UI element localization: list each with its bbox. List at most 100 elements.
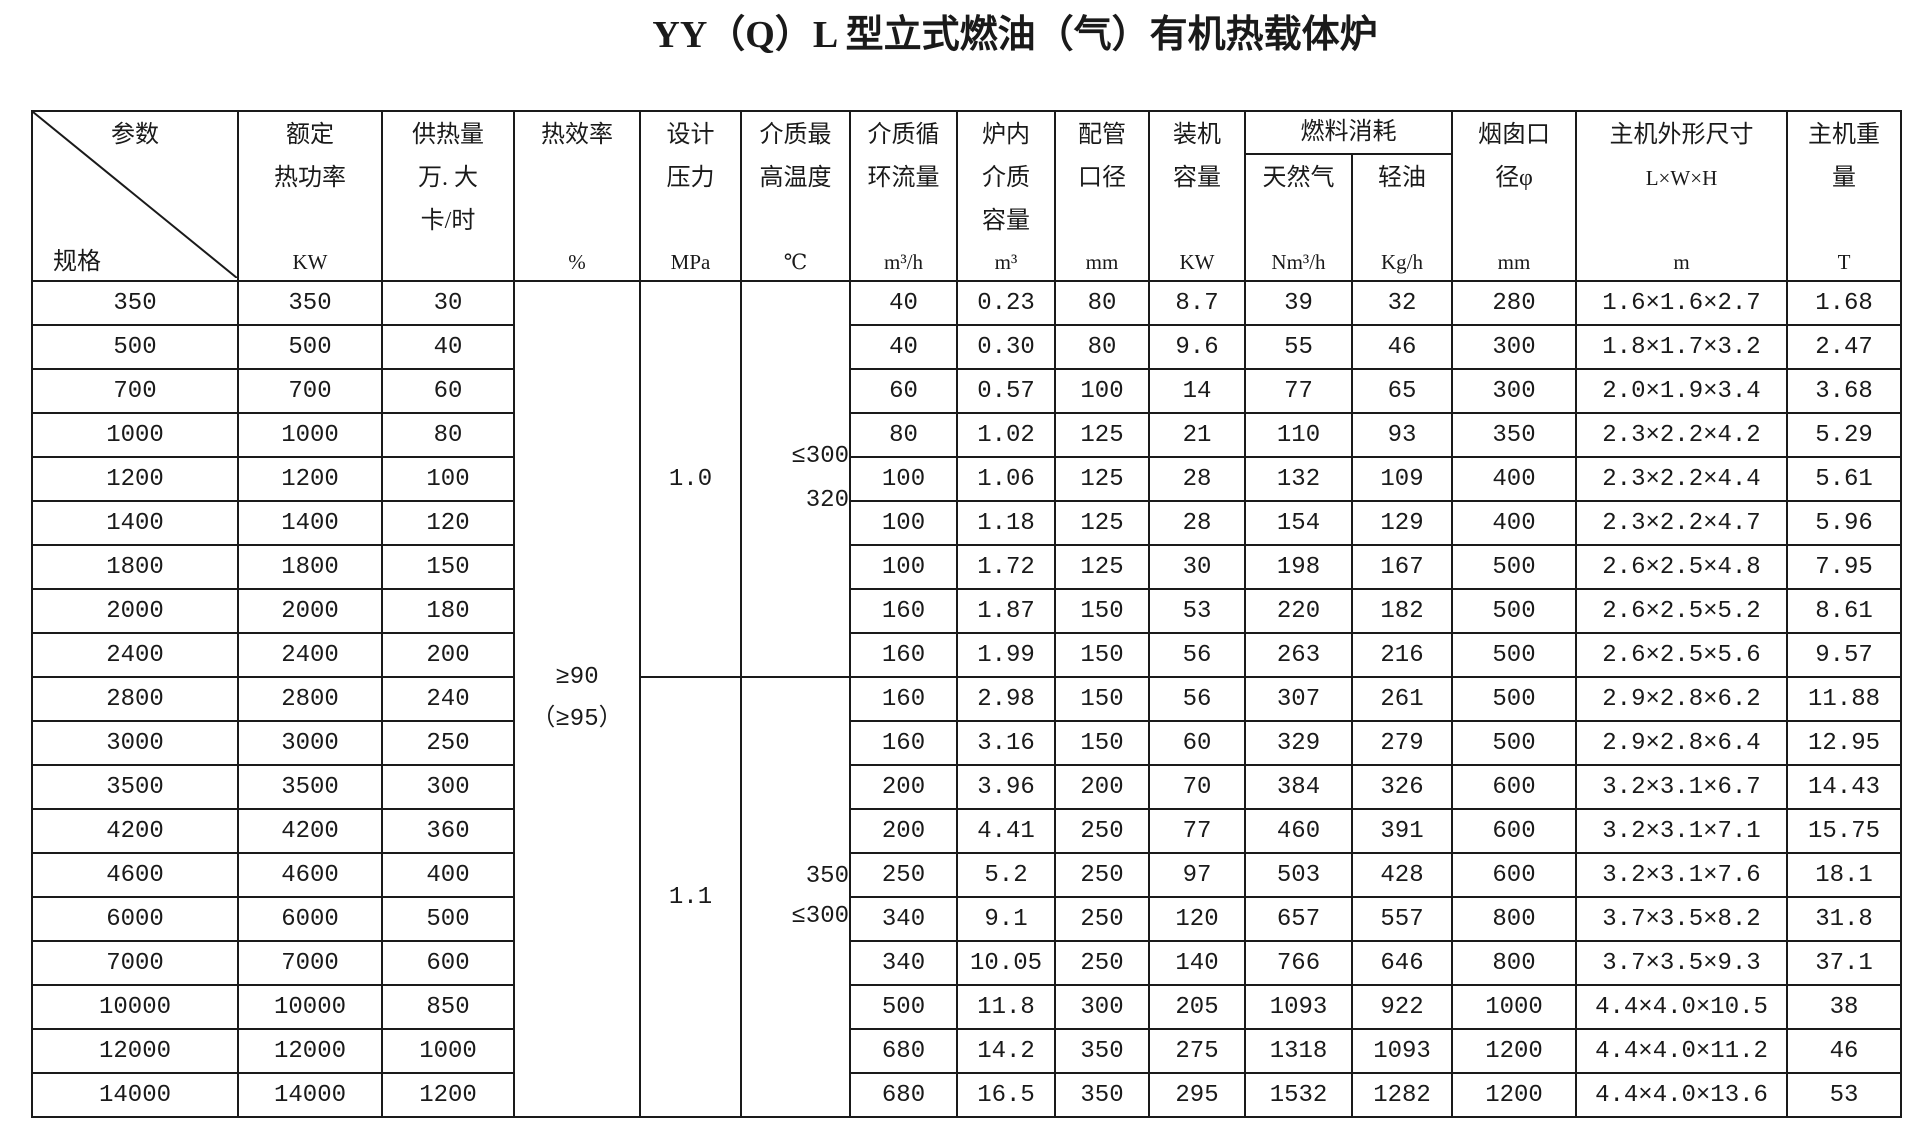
header-unit: mm	[1497, 250, 1531, 274]
cell-rated-power: 14000	[237, 1072, 383, 1118]
cell-pipe-diameter: 125	[1054, 500, 1150, 546]
header-unit: m	[1673, 250, 1690, 274]
header-wrap: 供热量 万. 大 卡/时	[384, 113, 512, 278]
cell-medium-volume: 5.2	[956, 852, 1056, 898]
cell-chimney-diameter: 400	[1451, 456, 1577, 502]
cell-circulation-flow: 160	[849, 632, 958, 678]
header-line: 轻油	[1378, 165, 1426, 191]
cell-light-oil: 93	[1351, 412, 1453, 458]
header-wrap: 轻油 Kg/h	[1354, 156, 1450, 278]
cell-weight: 9.57	[1786, 632, 1902, 678]
cell-medium-volume: 3.16	[956, 720, 1056, 766]
cell-dimensions: 2.9×2.8×6.2	[1575, 676, 1788, 722]
cell-medium-volume: 1.18	[956, 500, 1056, 546]
cell-circulation-flow: 500	[849, 984, 958, 1030]
cell-light-oil: 1093	[1351, 1028, 1453, 1074]
cell-natural-gas: 329	[1244, 720, 1353, 766]
cell-weight: 14.43	[1786, 764, 1902, 810]
cell-heat-supply: 850	[381, 984, 515, 1030]
header-design-pressure: 设计 压力 MPa	[639, 110, 742, 282]
header-line: 额定	[286, 122, 334, 148]
cell-chimney-diameter: 500	[1451, 588, 1577, 634]
cell-pipe-diameter: 150	[1054, 588, 1150, 634]
cell-pipe-diameter: 250	[1054, 940, 1150, 986]
header-installed-capacity: 装机 容量 KW	[1148, 110, 1246, 282]
cell-installed-capacity: 14	[1148, 368, 1246, 414]
cell-circulation-flow: 40	[849, 280, 958, 326]
cell-medium-volume: 14.2	[956, 1028, 1056, 1074]
cell-light-oil: 279	[1351, 720, 1453, 766]
cell-light-oil: 182	[1351, 588, 1453, 634]
cell-heat-supply: 1000	[381, 1028, 515, 1074]
header-rated-power: 额定 热功率 KW	[237, 110, 383, 282]
corner-wrap: 参数 规格	[33, 112, 237, 278]
header-wrap: 主机重 量 T	[1789, 113, 1899, 278]
cell-natural-gas: 460	[1244, 808, 1353, 854]
cell-weight: 18.1	[1786, 852, 1902, 898]
header-subrow: 天然气 Nm³/h 轻油 Kg/h	[32, 153, 1901, 282]
header-line: 设计	[666, 122, 715, 148]
cell-weight: 12.95	[1786, 720, 1902, 766]
cell-natural-gas: 220	[1244, 588, 1353, 634]
header-thermal-efficiency: 热效率 %	[513, 110, 641, 282]
cell-spec: 350	[31, 280, 239, 326]
header-line: 烟囱口	[1478, 122, 1550, 148]
header-circulation-flow: 介质循 环流量 m³/h	[849, 110, 958, 282]
cell-installed-capacity: 53	[1148, 588, 1246, 634]
cell-spec: 2400	[31, 632, 239, 678]
header-unit: KW	[1179, 250, 1215, 274]
cell-heat-supply: 150	[381, 544, 515, 590]
cell-rated-power: 2000	[237, 588, 383, 634]
cell-rated-power: 6000	[237, 896, 383, 942]
cell-design-pressure: 1.1	[639, 676, 742, 1118]
cell-weight: 8.61	[1786, 588, 1902, 634]
cell-heat-supply: 400	[381, 852, 515, 898]
header-heat-supply: 供热量 万. 大 卡/时	[381, 110, 515, 282]
cell-rated-power: 3000	[237, 720, 383, 766]
header-wrap: 炉内 介质 容量 m³	[959, 113, 1053, 278]
header-wrap: 主机外形尺寸 L×W×H m	[1578, 113, 1785, 278]
cell-natural-gas: 1318	[1244, 1028, 1353, 1074]
cell-pipe-diameter: 250	[1054, 896, 1150, 942]
cell-rated-power: 10000	[237, 984, 383, 1030]
cell-medium-volume: 4.41	[956, 808, 1056, 854]
cell-heat-supply: 120	[381, 500, 515, 546]
table-row: 6000 6000 500 340 9.1 250 120 657 557 800 3.7×3.5×…	[31, 896, 1902, 942]
header-line: 热效率	[541, 122, 613, 148]
cell-spec: 14000	[31, 1072, 239, 1118]
cell-dimensions: 1.8×1.7×3.2	[1575, 324, 1788, 370]
boiler-spec-table: 参数 规格 额定 热功率 KW 供热量 万. 大	[31, 110, 1902, 1118]
cell-dimensions: 2.6×2.5×5.6	[1575, 632, 1788, 678]
cell-chimney-diameter: 1200	[1451, 1072, 1577, 1118]
cell-circulation-flow: 160	[849, 720, 958, 766]
cell-heat-supply: 600	[381, 940, 515, 986]
temperature-line: 320	[805, 487, 849, 514]
cell-installed-capacity: 8.7	[1148, 280, 1246, 326]
header-unit: m³	[994, 250, 1018, 274]
cell-light-oil: 129	[1351, 500, 1453, 546]
header-line: 供热量	[412, 122, 484, 148]
header-lines: 供热量 万. 大 卡/时	[384, 113, 512, 243]
header-line: 装机	[1173, 122, 1221, 148]
cell-installed-capacity: 56	[1148, 632, 1246, 678]
cell-medium-volume: 11.8	[956, 984, 1056, 1030]
cell-spec: 1400	[31, 500, 239, 546]
cell-chimney-diameter: 1200	[1451, 1028, 1577, 1074]
header-line: 主机重	[1808, 122, 1880, 148]
cell-installed-capacity: 30	[1148, 544, 1246, 590]
header-wrap: 额定 热功率 KW	[240, 113, 380, 278]
cell-dimensions: 2.6×2.5×5.2	[1575, 588, 1788, 634]
cell-medium-volume: 0.57	[956, 368, 1056, 414]
cell-pipe-diameter: 125	[1054, 412, 1150, 458]
cell-spec: 3500	[31, 764, 239, 810]
cell-installed-capacity: 97	[1148, 852, 1246, 898]
cell-pipe-diameter: 350	[1054, 1028, 1150, 1074]
header-dimensions: 主机外形尺寸 L×W×H m	[1575, 110, 1788, 282]
header-line: 天然气	[1262, 165, 1335, 191]
cell-circulation-flow: 340	[849, 896, 958, 942]
cell-medium-volume: 9.1	[956, 896, 1056, 942]
cell-spec: 7000	[31, 940, 239, 986]
cell-circulation-flow: 680	[849, 1072, 958, 1118]
table-row: 3000 3000 250 160 3.16 150 60 329 279 500 2.9×2.8×…	[31, 720, 1902, 766]
cell-heat-supply: 240	[381, 676, 515, 722]
